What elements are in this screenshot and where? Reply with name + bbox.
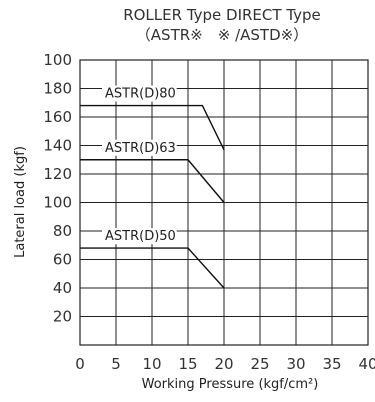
- y-tick-label: 120: [43, 165, 72, 183]
- x-tick-label: 20: [214, 355, 233, 373]
- x-tick-label: 25: [250, 355, 269, 373]
- series-line: [80, 247, 225, 289]
- y-tick-labels: 100 180 160 140 120 100 80 60 40 20: [43, 51, 72, 326]
- y-tick-label: 20: [53, 308, 72, 326]
- series-line: [80, 159, 225, 203]
- x-tick-label: 35: [322, 355, 341, 373]
- y-tick-label: 140: [43, 137, 72, 155]
- y-tick-label: 80: [53, 222, 72, 240]
- x-tick-label: 0: [75, 355, 85, 373]
- x-tick-label: 15: [178, 355, 197, 373]
- x-tick-label: 10: [142, 355, 161, 373]
- x-axis-label: Working Pressure (kgf/cm²): [142, 377, 319, 392]
- series-line: [80, 104, 225, 151]
- series-label-background: [102, 228, 177, 245]
- y-tick-label: 100: [43, 194, 72, 212]
- chart-title-line1: ROLLER Type DIRECT Type: [123, 6, 321, 24]
- x-tick-labels: 0 5 10 15 20 25 30 35 40: [75, 355, 375, 373]
- series-label-background: [102, 139, 177, 156]
- y-tick-label: 160: [43, 108, 72, 126]
- series-label: ASTR(D)50: [105, 229, 176, 244]
- y-tick-label: 180: [43, 80, 72, 98]
- x-tick-label: 30: [286, 355, 305, 373]
- y-tick-label: 100: [43, 51, 72, 69]
- series-label-background: [102, 85, 177, 102]
- series-label: ASTR(D)80: [105, 87, 176, 102]
- series-label: ASTR(D)63: [105, 141, 176, 156]
- y-tick-label: 60: [53, 251, 72, 269]
- y-axis-label: Lateral load (kgf): [13, 146, 28, 258]
- x-tick-label: 5: [111, 355, 121, 373]
- plot-frame: [79, 59, 369, 346]
- chart-title-line2: （ASTR※ ※ /ASTD※）: [136, 26, 308, 44]
- series: ASTR(D)80 ASTR(D)63 ASTR(D)50: [80, 85, 225, 289]
- y-tick-label: 40: [53, 279, 72, 297]
- x-tick-label: 40: [358, 355, 375, 373]
